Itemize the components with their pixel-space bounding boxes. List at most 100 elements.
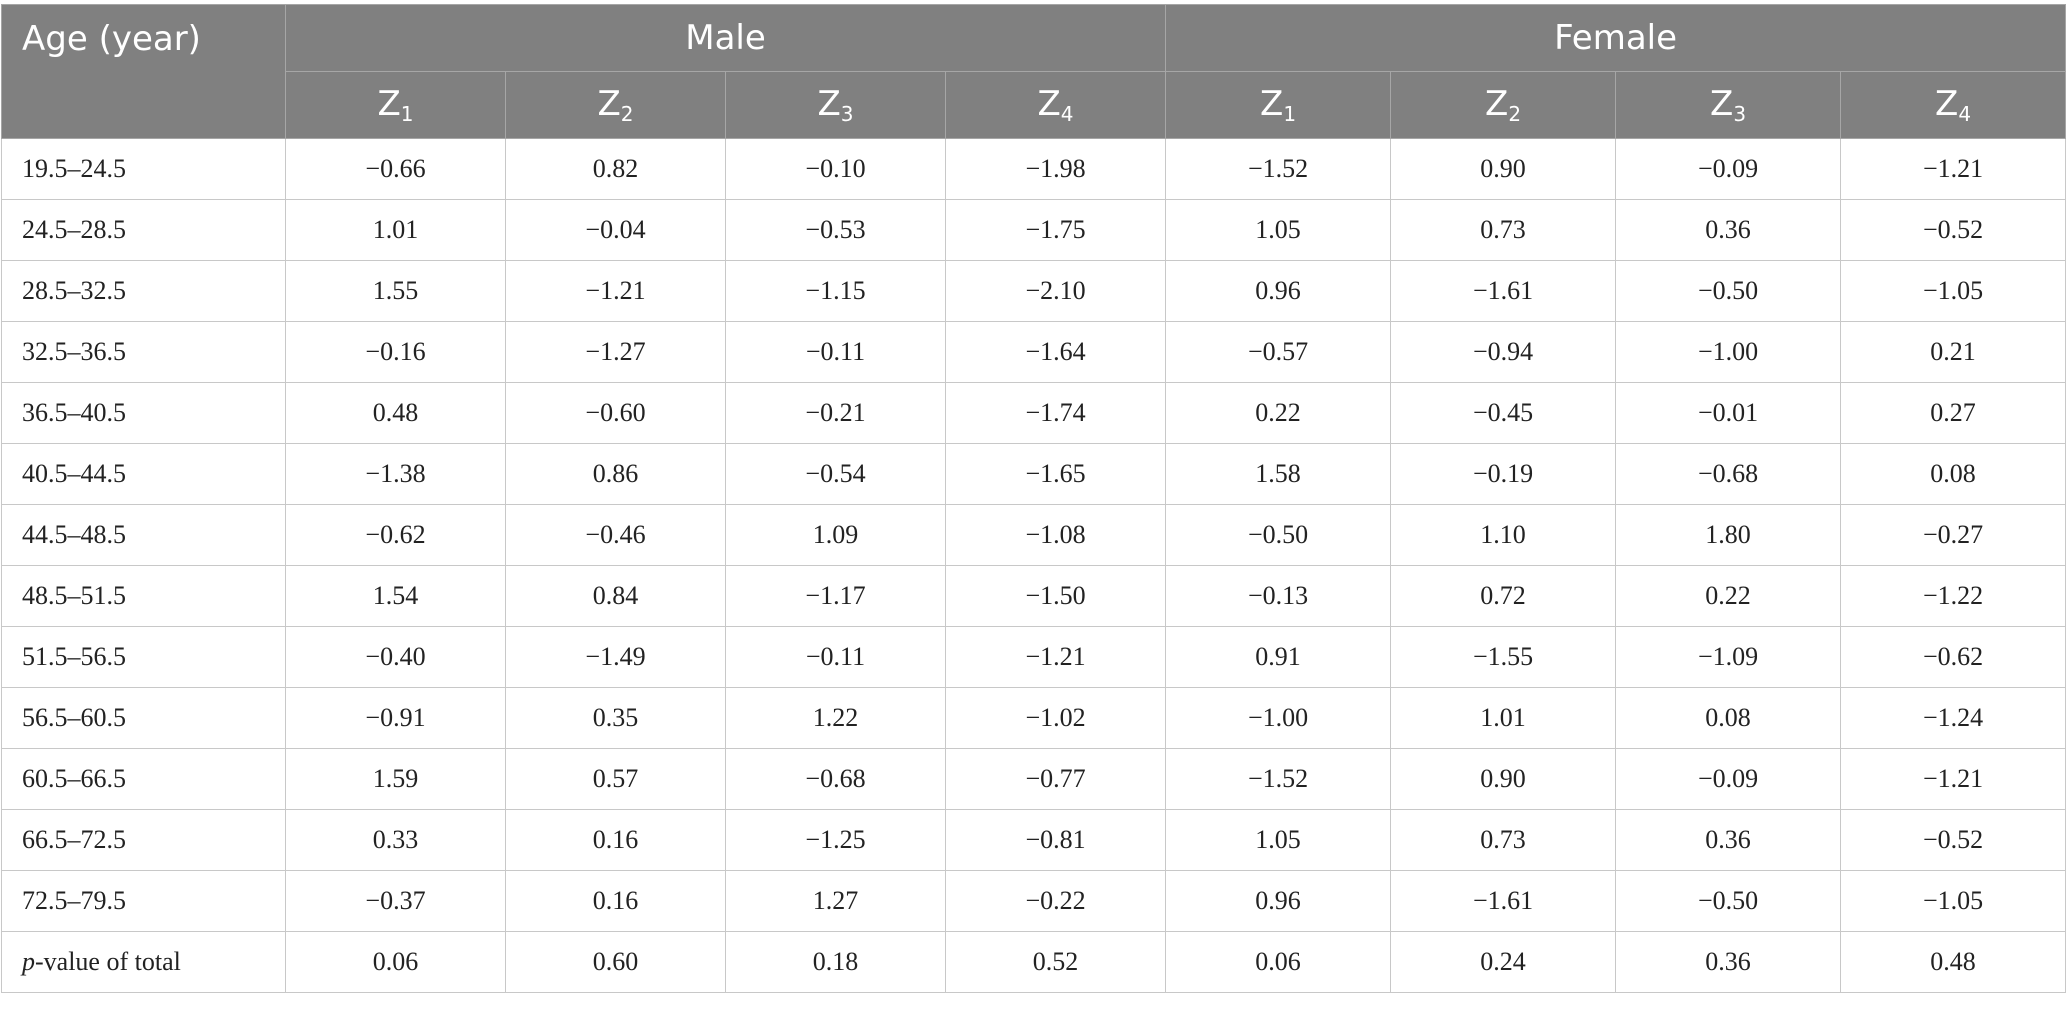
female-z1-header: Z1: [1165, 71, 1392, 139]
z-value-cell: 0.96: [1165, 260, 1392, 322]
age-range-cell: 72.5–79.5: [1, 870, 286, 932]
z-value-cell: −1.49: [505, 626, 726, 688]
p-italic-letter: p: [22, 947, 35, 976]
z-value-cell: −1.21: [1840, 748, 2067, 810]
z-score-table: Age (year) Male Female Z1 Z2 Z3 Z4 Z1 Z2…: [1, 4, 2067, 993]
p-value-label: p-value of total: [1, 931, 286, 993]
z-subscript: 1: [400, 102, 414, 126]
female-z3-header: Z3: [1615, 71, 1842, 139]
age-range-cell: 40.5–44.5: [1, 443, 286, 505]
age-range-cell: 60.5–66.5: [1, 748, 286, 810]
z-value-cell: 0.73: [1390, 809, 1617, 871]
age-range-cell: 44.5–48.5: [1, 504, 286, 566]
z-subscript: 2: [620, 102, 634, 126]
z-value-cell: −1.52: [1165, 138, 1392, 200]
table-row: 56.5–60.5 −0.91 0.35 1.22 −1.02 −1.00 1.01 0.08…: [1, 687, 2067, 749]
z-value-cell: −1.98: [944, 138, 1167, 200]
p-value-cell: 0.06: [1165, 931, 1392, 993]
z-value-cell: −1.02: [944, 687, 1167, 749]
z-subscript: 4: [1060, 102, 1074, 126]
z-value-cell: −1.21: [1840, 138, 2067, 200]
z-value-cell: 0.82: [505, 138, 726, 200]
z-subscript: 2: [1508, 102, 1522, 126]
z-base: Z: [1710, 84, 1734, 124]
z-value-cell: −0.62: [1840, 626, 2067, 688]
p-value-cell: 0.48: [1840, 931, 2067, 993]
z-value-cell: 1.05: [1165, 809, 1392, 871]
z-value-cell: 0.48: [285, 382, 506, 444]
z-value-cell: 1.80: [1615, 504, 1842, 566]
z-value-cell: −0.11: [725, 321, 946, 383]
header-row-z: Z1 Z2 Z3 Z4 Z1 Z2 Z3 Z4: [2, 71, 2067, 139]
table-row: 51.5–56.5 −0.40 −1.49 −0.11 −1.21 0.91 −1.55 −1…: [1, 626, 2067, 688]
z-base: Z: [1485, 84, 1509, 124]
z-base: Z: [817, 84, 841, 124]
table-row: 40.5–44.5 −1.38 0.86 −0.54 −1.65 1.58 −0.19 −0.…: [1, 443, 2067, 505]
z-value-cell: 0.96: [1165, 870, 1392, 932]
age-range-cell: 66.5–72.5: [1, 809, 286, 871]
z-value-cell: −1.50: [944, 565, 1167, 627]
z-value-cell: 1.55: [285, 260, 506, 322]
z-value-cell: −1.00: [1615, 321, 1842, 383]
female-z4-header: Z4: [1840, 71, 2067, 139]
z-value-cell: 0.84: [505, 565, 726, 627]
z-value-cell: −1.27: [505, 321, 726, 383]
z-value-cell: −1.09: [1615, 626, 1842, 688]
table-body: 19.5–24.5 −0.66 0.82 −0.10 −1.98 −1.52 0.90 −0.…: [1, 138, 2067, 993]
z-value-cell: −0.50: [1165, 504, 1392, 566]
z-subscript: 4: [1958, 102, 1972, 126]
table-row: 48.5–51.5 1.54 0.84 −1.17 −1.50 −0.13 0.72 0.22…: [1, 565, 2067, 627]
z-value-cell: 0.22: [1615, 565, 1842, 627]
table-row: 36.5–40.5 0.48 −0.60 −0.21 −1.74 0.22 −0.45 −0.…: [1, 382, 2067, 444]
male-z3-header: Z3: [725, 71, 946, 139]
z-value-cell: −0.10: [725, 138, 946, 200]
p-value-cell: 0.06: [285, 931, 506, 993]
table-row: 60.5–66.5 1.59 0.57 −0.68 −0.77 −1.52 0.90 −0.0…: [1, 748, 2067, 810]
table-row: 66.5–72.5 0.33 0.16 −1.25 −0.81 1.05 0.73 0.36−…: [1, 809, 2067, 871]
z-value-cell: 0.16: [505, 809, 726, 871]
z-value-cell: −1.21: [505, 260, 726, 322]
table-row: 32.5–36.5 −0.16 −1.27 −0.11 −1.64 −0.57 −0.94−…: [1, 321, 2067, 383]
table-row: 24.5–28.5 1.01 −0.04 −0.53 −1.75 1.05 0.73 0.36…: [1, 199, 2067, 261]
z-value-cell: −1.65: [944, 443, 1167, 505]
table-row: 19.5–24.5 −0.66 0.82 −0.10 −1.98 −1.52 0.90 −0.…: [1, 138, 2067, 200]
z-value-cell: −0.16: [285, 321, 506, 383]
male-z2-header: Z2: [505, 71, 726, 139]
z-value-cell: −1.05: [1840, 870, 2067, 932]
z-base: Z: [377, 84, 401, 124]
p-value-cell: 0.36: [1615, 931, 1842, 993]
z-value-cell: 1.09: [725, 504, 946, 566]
z-subscript: 3: [840, 102, 854, 126]
z-value-cell: −0.40: [285, 626, 506, 688]
z-value-cell: 1.58: [1165, 443, 1392, 505]
p-value-cell: 0.18: [725, 931, 946, 993]
z-value-cell: 0.08: [1615, 687, 1842, 749]
z-value-cell: −0.04: [505, 199, 726, 261]
age-column-header: Age (year): [1, 4, 286, 139]
z-value-cell: −0.62: [285, 504, 506, 566]
z-value-cell: −0.09: [1615, 138, 1842, 200]
z-value-cell: 0.57: [505, 748, 726, 810]
table-row: 72.5–79.5 −0.37 0.16 1.27 −0.22 0.96 −1.61 −0.5…: [1, 870, 2067, 932]
p-value-total-row: p-value of total 0.06 0.60 0.18 0.52 0.06 0.24…: [1, 931, 2067, 993]
z-value-cell: −1.15: [725, 260, 946, 322]
z-value-cell: 0.21: [1840, 321, 2067, 383]
age-range-cell: 51.5–56.5: [1, 626, 286, 688]
table-row: 28.5–32.5 1.55 −1.21 −1.15 −2.10 0.96 −1.61 −0.…: [1, 260, 2067, 322]
z-value-cell: 0.22: [1165, 382, 1392, 444]
z-value-cell: 1.27: [725, 870, 946, 932]
z-value-cell: 0.72: [1390, 565, 1617, 627]
header-row-groups: Age (year) Male Female: [1, 4, 2067, 139]
age-range-cell: 56.5–60.5: [1, 687, 286, 749]
p-value-label-rest: -value of total: [35, 947, 181, 976]
age-range-cell: 19.5–24.5: [1, 138, 286, 200]
z-value-cell: −1.64: [944, 321, 1167, 383]
z-value-cell: −0.57: [1165, 321, 1392, 383]
z-value-cell: −0.52: [1840, 199, 2067, 261]
z-value-cell: 1.54: [285, 565, 506, 627]
z-value-cell: −0.13: [1165, 565, 1392, 627]
z-value-cell: −0.77: [944, 748, 1167, 810]
z-value-cell: 1.01: [1390, 687, 1617, 749]
z-value-cell: −2.10: [944, 260, 1167, 322]
z-base: Z: [1037, 84, 1061, 124]
